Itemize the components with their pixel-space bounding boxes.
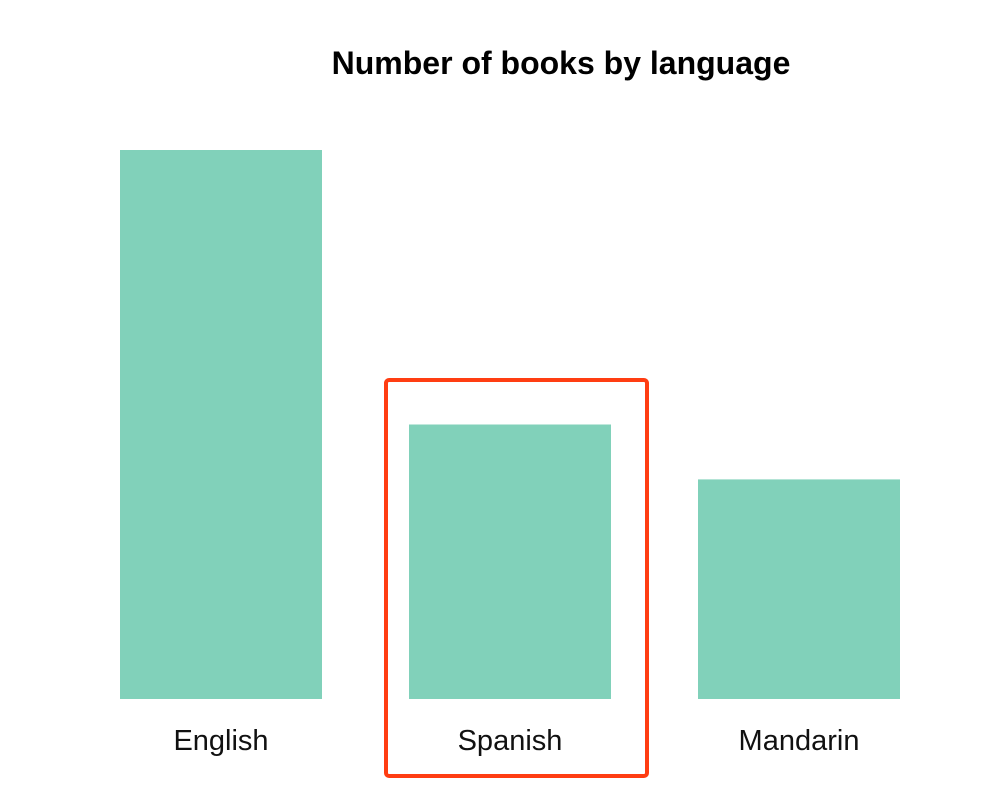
category-label: Spanish: [458, 725, 563, 757]
chart-title: Number of books by language: [332, 45, 791, 81]
highlight-box: [384, 378, 649, 778]
bar-spanish: [409, 424, 611, 699]
bar-mandarin: [698, 479, 900, 699]
category-label: Mandarin: [739, 725, 860, 757]
category-label: English: [173, 725, 268, 757]
bar-english: [120, 150, 322, 699]
